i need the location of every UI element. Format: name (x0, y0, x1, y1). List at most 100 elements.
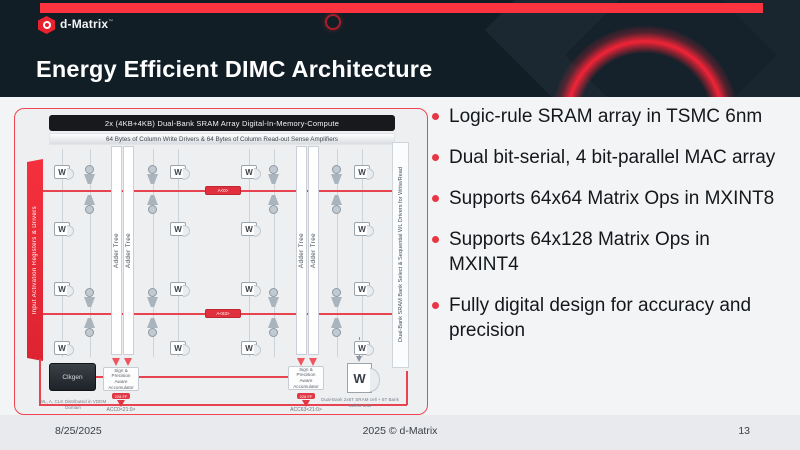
adder-tree-column: Adder Tree (296, 146, 307, 355)
adder-tree-label: Adder Tree (310, 232, 317, 269)
driver-icon (332, 288, 341, 297)
connector-line (39, 359, 41, 405)
output-bus-line (39, 404, 407, 406)
amp-icon (268, 297, 279, 307)
driver-icon (148, 288, 157, 297)
driver-senseamp-stack (330, 288, 343, 341)
w-cell: W (354, 222, 374, 237)
diagram-title-bar: 2x (4KB+4KB) Dual-Bank SRAM Array Digita… (49, 115, 395, 131)
w-cell: W (241, 222, 261, 237)
page-title: Energy Efficient DIMC Architecture (36, 56, 433, 82)
sram-cell-box: W (347, 363, 380, 393)
brand-text: d-Matrix (60, 17, 109, 31)
w-cell: W (54, 341, 74, 356)
bullet-item: Dual bit-serial, 4 bit-parallel MAC arra… (432, 145, 784, 170)
clk-distribution-line (96, 376, 289, 378)
bullet-dot-icon (432, 113, 439, 120)
driver-senseamp-stack (267, 288, 280, 341)
acc-output-arrow-icon (302, 400, 310, 407)
acc-output-arrow-icon (117, 400, 125, 407)
driver-icon (332, 205, 341, 214)
slide-footer: 8/25/2025 2025 © d-Matrix 13 (0, 415, 800, 450)
bullet-text: Fully digital design for accuracy and pr… (449, 295, 752, 341)
amp-icon (331, 195, 342, 205)
driver-icon (148, 205, 157, 214)
tree-output-arrow-icon (309, 358, 317, 366)
dimc-architecture-diagram: 2x (4KB+4KB) Dual-Bank SRAM Array Digita… (14, 108, 428, 415)
tree-output-arrow-icon (112, 358, 120, 366)
bullet-text: Supports 64x128 Matrix Ops in MXINT4 (449, 229, 710, 275)
driver-icon (85, 165, 94, 174)
adder-tree-column: Adder Tree (111, 146, 122, 355)
amp-icon (147, 297, 158, 307)
amp-icon (331, 297, 342, 307)
w-cell: W (54, 165, 74, 180)
driver-senseamp-stack (330, 165, 343, 218)
w-cell: W (54, 282, 74, 297)
w-cell: W (241, 282, 261, 297)
clkgen-note: WL, A, CLK Distributed in VDDM Domain (39, 399, 107, 410)
driver-senseamp-stack (267, 165, 280, 218)
driver-icon (148, 328, 157, 337)
grid-line (62, 149, 63, 357)
acc-output-label: ACC0<21:0> (106, 407, 136, 413)
bullet-dot-icon (432, 154, 439, 161)
input-activation-ribbon: Input Activation Registers & Drivers (27, 159, 43, 361)
bullet-dot-icon (432, 236, 439, 243)
bullet-dot-icon (432, 302, 439, 309)
amp-icon (84, 195, 95, 205)
adder-tree-column: Adder Tree (123, 146, 134, 355)
bullet-dot-icon (432, 195, 439, 202)
sram-cell-note: Dual-Bank 2x6T SRAM cell + 6T Bank Selec… (321, 397, 399, 408)
bus-label: A<0> (205, 186, 241, 195)
driver-icon (85, 205, 94, 214)
footer-page-number: 13 (738, 425, 750, 437)
tree-output-arrow-icon (297, 358, 305, 366)
bullet-text: Dual bit-serial, 4 bit-parallel MAC arra… (449, 147, 776, 168)
bullet-text: Supports 64x64 Matrix Ops in MXINT8 (449, 188, 775, 209)
w-cell: W (354, 341, 374, 356)
d-matrix-logo-icon (38, 16, 55, 34)
driver-senseamp-stack (83, 288, 96, 341)
w-cell: W (170, 282, 190, 297)
input-activation-ribbon-label: Input Activation Registers & Drivers (32, 205, 38, 315)
driver-icon (148, 165, 157, 174)
bullet-item: Supports 64x128 Matrix Ops in MXINT4 (432, 227, 784, 277)
driver-senseamp-stack (146, 165, 159, 218)
red-top-bar (40, 3, 763, 13)
bullet-item: Supports 64x64 Matrix Ops in MXINT8 (432, 186, 784, 211)
w-cell: W (354, 165, 374, 180)
bus-label: A<63> (205, 309, 241, 318)
w-cell: W (241, 341, 261, 356)
amp-icon (84, 297, 95, 307)
bullet-item: Fully digital design for accuracy and pr… (432, 293, 784, 343)
amp-icon (268, 174, 279, 184)
grid-line (337, 149, 338, 357)
trademark-mark: ™ (108, 19, 114, 25)
amp-icon (268, 195, 279, 205)
ff-count-pill: 228 FF (112, 393, 130, 399)
grid-line (178, 149, 179, 357)
logo-donut-icon (42, 21, 51, 29)
accumulator-box: Sign & Precision Aware Accumulator (103, 367, 139, 391)
driver-icon (332, 328, 341, 337)
diagram-subtitle-bar: 64 Bytes of Column Write Drivers & 64 By… (49, 133, 395, 145)
w-cell: W (170, 222, 190, 237)
w-cell: W (354, 282, 374, 297)
driver-icon (269, 165, 278, 174)
amp-icon (268, 318, 279, 328)
amp-icon (84, 318, 95, 328)
driver-icon (85, 288, 94, 297)
bank-select-strip-label: Dual-Bank SRAM Bank Select & Sequential … (397, 167, 404, 343)
callout-arrowhead-icon (356, 356, 362, 362)
grid-line (90, 149, 91, 357)
accumulator-box: Sign & Precision Aware Accumulator (288, 366, 324, 390)
grid-line (153, 149, 154, 357)
adder-tree-label: Adder Tree (298, 232, 305, 269)
slide-header: d-Matrix™ Energy Efficient DIMC Architec… (0, 0, 800, 97)
w-cell: W (241, 165, 261, 180)
adder-tree-label: Adder Tree (113, 232, 120, 269)
grid-line (249, 149, 250, 357)
adder-tree-label: Adder Tree (125, 232, 132, 269)
